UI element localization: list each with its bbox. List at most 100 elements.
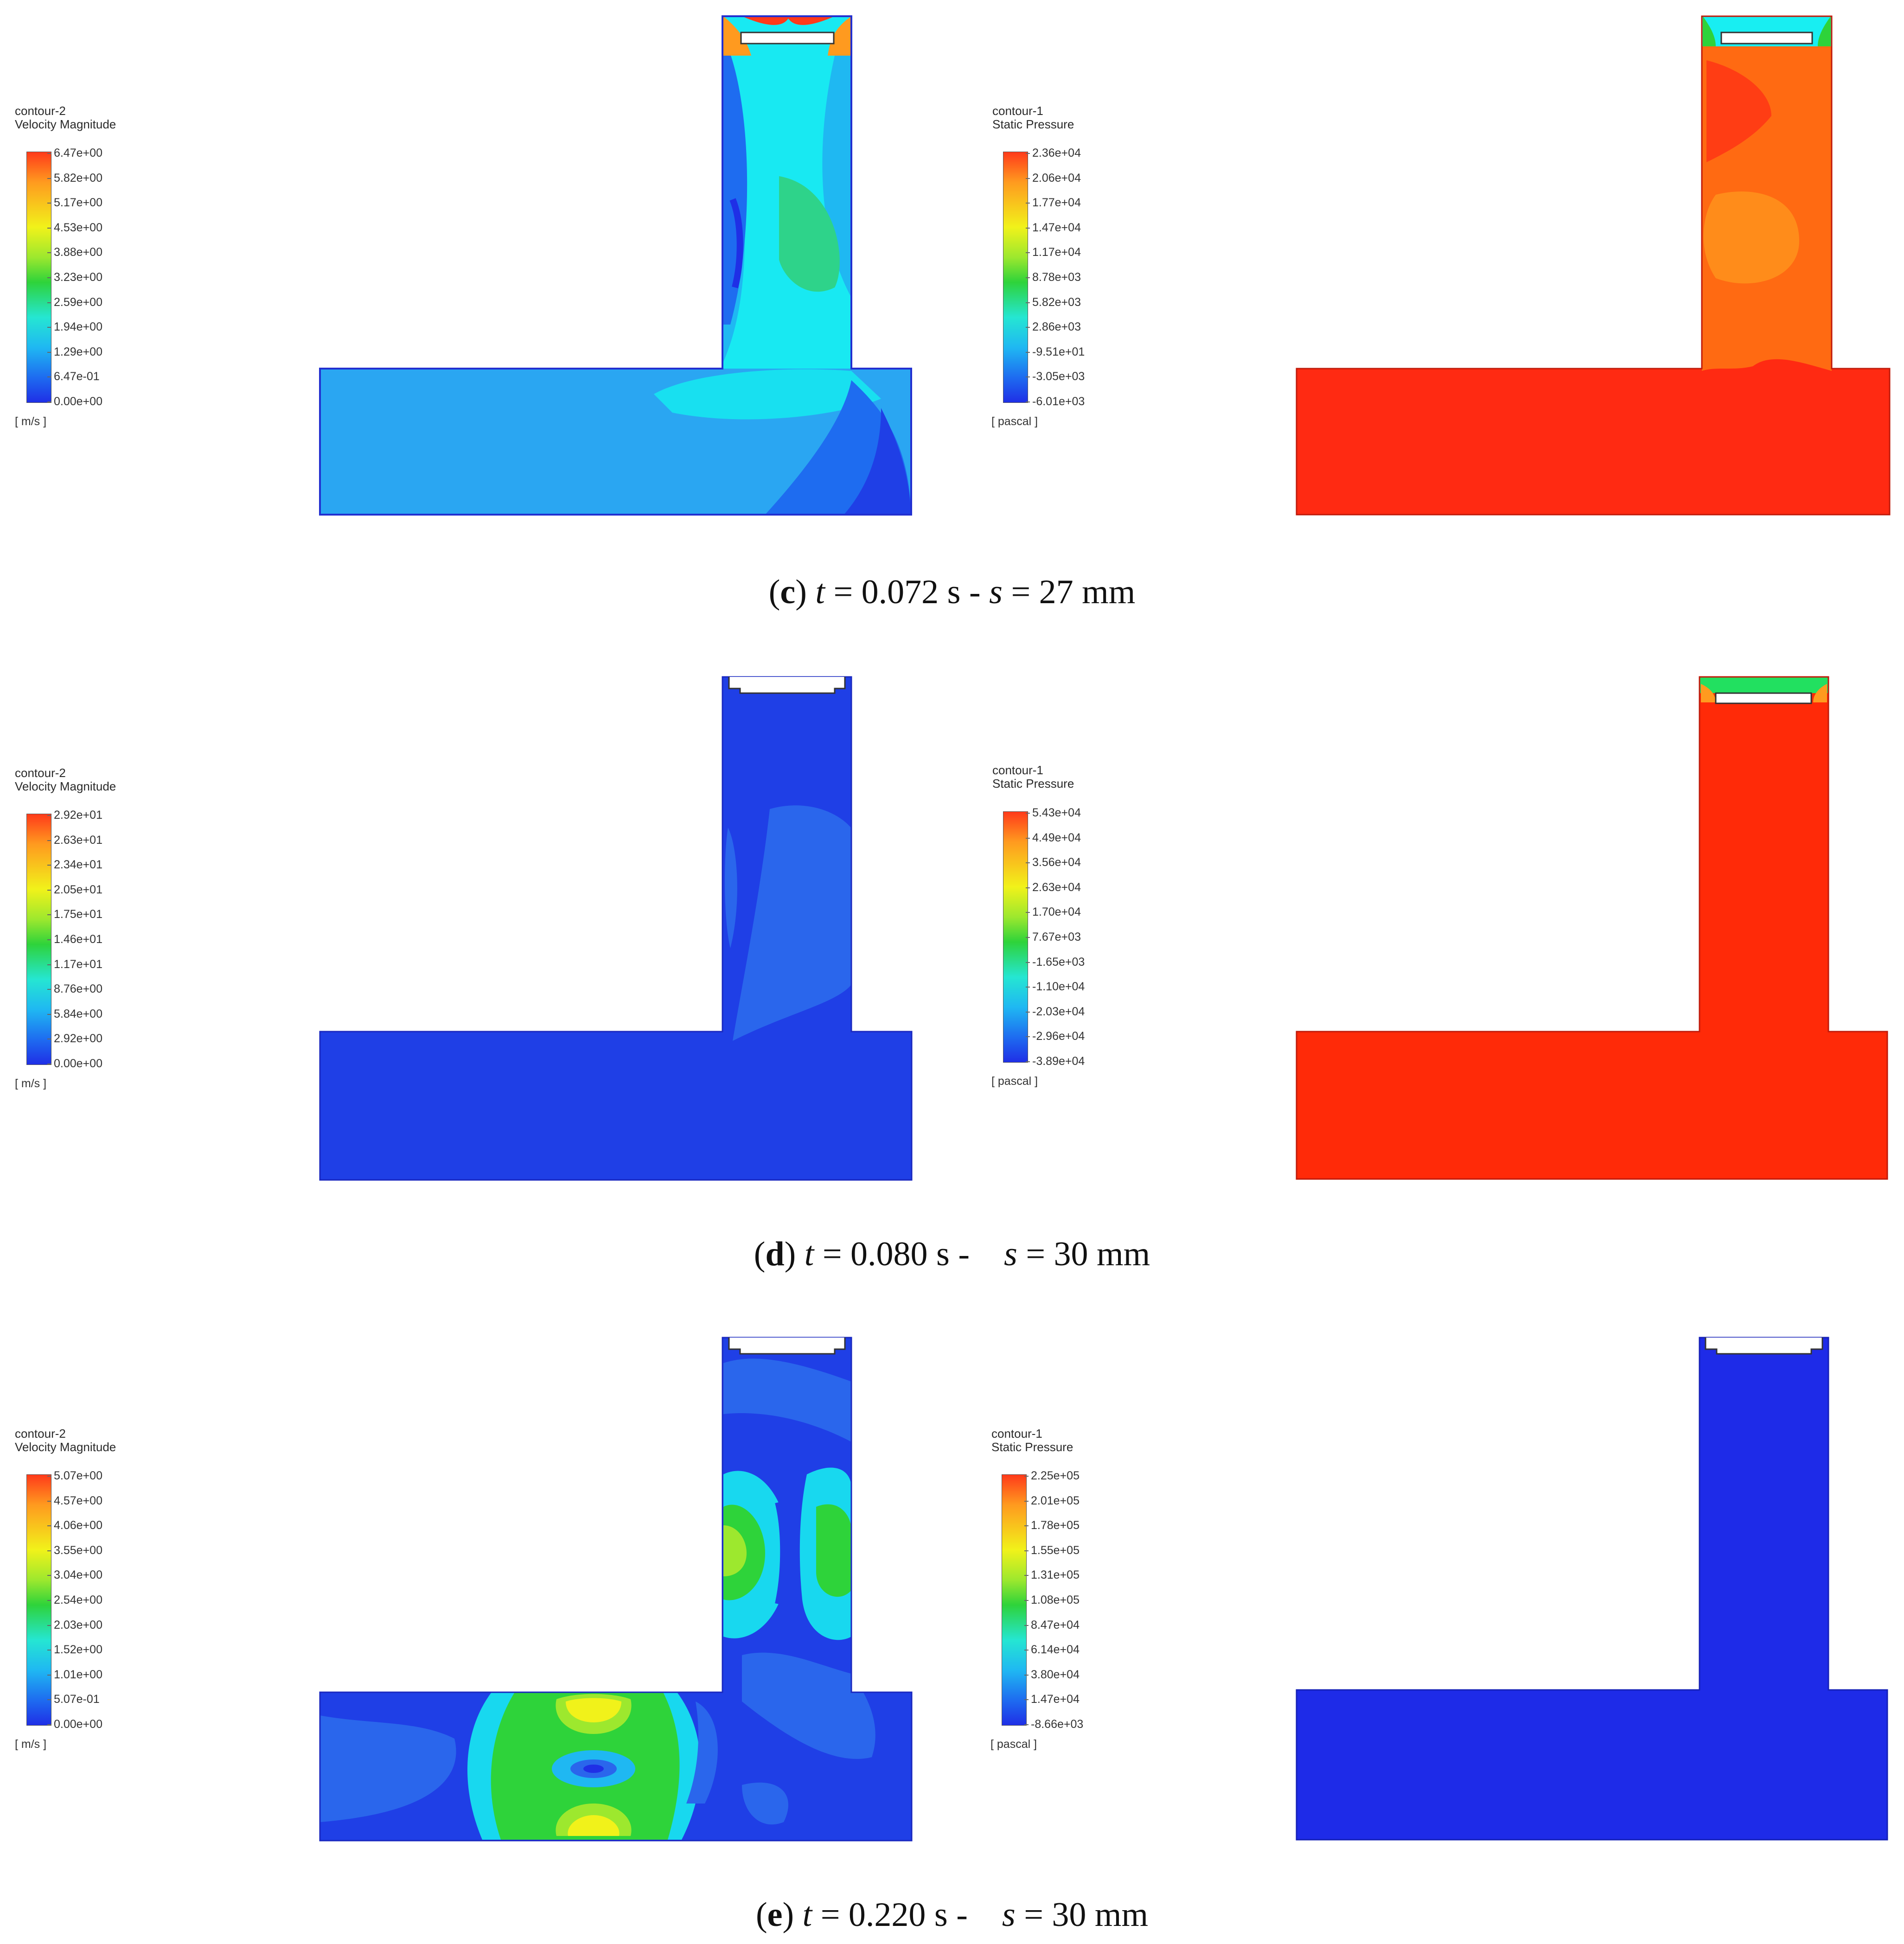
colorbar-tick-mark — [47, 1476, 51, 1477]
colorbar-tick-mark — [1026, 277, 1030, 278]
colorbar-tick-mark — [1026, 252, 1030, 254]
colorbar-tick-mark — [1026, 351, 1030, 353]
colorbar-tick-mark — [1026, 203, 1030, 204]
colorbar-tick-label: 1.78e+05 — [1031, 1519, 1080, 1532]
colorbar-tick-label: 1.01e+00 — [54, 1668, 102, 1681]
colorbar-tick-label: 2.34e+01 — [54, 858, 102, 872]
colorbar-tick-mark — [1024, 1476, 1029, 1477]
colorbar-tick-mark — [1024, 1674, 1029, 1676]
colorbar-tick-label: 1.31e+05 — [1031, 1568, 1080, 1582]
colorbar-tick-mark — [47, 1550, 51, 1551]
colorbar-tick-mark — [1024, 1575, 1029, 1576]
colorbar-tick-label: 2.03e+00 — [54, 1618, 102, 1632]
colorbar-tick-label: 5.84e+00 — [54, 1007, 102, 1020]
pressure-unit-e: [ pascal ] — [990, 1738, 1037, 1751]
colorbar-tick-label: 0.00e+00 — [54, 1718, 102, 1731]
colorbar-tick-mark — [1024, 1699, 1029, 1701]
colorbar-tick-mark — [47, 351, 51, 353]
colorbar-tick-mark — [1026, 227, 1030, 229]
colorbar-tick-label: 3.23e+00 — [54, 271, 102, 284]
colorbar-tick-mark — [1026, 1011, 1030, 1013]
velocity-contour-d — [320, 677, 912, 1180]
colorbar-tick-label: 1.47e+04 — [1032, 221, 1081, 234]
colorbar-tick-label: 1.08e+05 — [1031, 1593, 1080, 1606]
colorbar-tick-label: 5.82e+00 — [54, 171, 102, 185]
colorbar-tick-mark — [1024, 1550, 1029, 1551]
colorbar-tick-mark — [1026, 376, 1030, 378]
velocity-legend-title-d: contour-2 Velocity Magnitude — [15, 766, 116, 793]
colorbar-tick-label: 6.47e+00 — [54, 147, 102, 159]
colorbar-tick-mark — [47, 1525, 51, 1527]
colorbar-tick-mark — [47, 889, 51, 891]
colorbar-tick-mark — [1024, 1500, 1029, 1502]
panel-c-plots — [319, 15, 1891, 516]
colorbar-tick-mark — [1026, 1061, 1030, 1062]
colorbar-tick-label: 1.70e+04 — [1032, 905, 1081, 919]
colorbar-tick-label: 2.05e+01 — [54, 883, 102, 896]
pressure-colorbar-e — [1002, 1474, 1027, 1726]
colorbar-tick-mark — [47, 914, 51, 916]
colorbar-tick-label: 7.67e+03 — [1032, 931, 1081, 943]
colorbar-tick-mark — [47, 1699, 51, 1701]
colorbar-tick-mark — [47, 939, 51, 940]
pipe-outline-pressure-c — [1296, 15, 1891, 516]
pipe-outline-velocity-c — [319, 15, 912, 516]
velocity-unit-c: [ m/s ] — [15, 415, 47, 428]
colorbar-tick-label: 2.92e+01 — [54, 809, 102, 822]
colorbar-tick-mark — [1026, 153, 1030, 154]
panel-d-plots — [319, 676, 1888, 1181]
colorbar-tick-mark — [1026, 912, 1030, 913]
colorbar-tick-label: 2.54e+00 — [54, 1593, 102, 1606]
colorbar-tick-mark — [47, 252, 51, 254]
colorbar-tick-mark — [1026, 302, 1030, 303]
pressure-legend-title-c: contour-1 Static Pressure — [992, 104, 1074, 131]
colorbar-tick-label: 3.04e+00 — [54, 1568, 102, 1582]
colorbar-tick-label: 3.80e+04 — [1031, 1668, 1080, 1681]
colorbar-tick-label: 3.55e+00 — [54, 1543, 102, 1557]
velocity-legend-title-c: contour-2 Velocity Magnitude — [15, 104, 116, 131]
colorbar-tick-mark — [47, 277, 51, 278]
colorbar-tick-mark — [47, 376, 51, 378]
colorbar-tick-label: 1.77e+04 — [1032, 196, 1081, 210]
colorbar-tick-mark — [47, 1625, 51, 1626]
pipe-outline-pressure-d — [1296, 676, 1888, 1180]
colorbar-tick-label: 3.56e+04 — [1032, 856, 1081, 869]
colorbar-tick-label: 1.17e+01 — [54, 957, 102, 971]
pressure-unit-d: [ pascal ] — [991, 1075, 1038, 1088]
piston-velocity-c — [740, 32, 835, 45]
colorbar-tick-mark — [47, 964, 51, 965]
colorbar-tick-label: 5.82e+03 — [1032, 295, 1081, 309]
piston-pressure-e — [1705, 1338, 1823, 1355]
colorbar-tick-label: -9.51e+01 — [1032, 345, 1085, 358]
colorbar-tick-mark — [1026, 178, 1030, 179]
colorbar-tick-label: 1.46e+01 — [54, 933, 102, 946]
colorbar-tick-mark — [47, 327, 51, 328]
velocity-contour-c — [320, 16, 911, 515]
colorbar-tick-mark — [1026, 837, 1030, 839]
colorbar-tick-mark — [47, 815, 51, 816]
colorbar-tick-label: 5.43e+04 — [1032, 806, 1081, 819]
colorbar-tick-label: 1.47e+04 — [1031, 1693, 1080, 1706]
colorbar-tick-label: -2.96e+04 — [1032, 1030, 1085, 1043]
velocity-contour-e — [320, 1338, 912, 1841]
colorbar-tick-label: 4.49e+04 — [1032, 831, 1081, 844]
colorbar-tick-mark — [1026, 813, 1030, 814]
colorbar-tick-label: 5.07e-01 — [54, 1693, 100, 1706]
colorbar-tick-label: 2.06e+04 — [1032, 171, 1081, 185]
colorbar-tick-label: 2.25e+05 — [1031, 1469, 1080, 1482]
colorbar-tick-label: 5.17e+00 — [54, 196, 102, 210]
colorbar-tick-label: 1.55e+05 — [1031, 1543, 1080, 1557]
colorbar-tick-label: 2.86e+03 — [1032, 320, 1081, 334]
colorbar-tick-mark — [47, 203, 51, 204]
colorbar-tick-label: 2.63e+01 — [54, 833, 102, 847]
panel-c: contour-2 Velocity Magnitude [ m/s ] cont… — [0, 0, 1904, 661]
caption-c: (c) t = 0.072 s - s = 27 mm — [768, 573, 1136, 611]
colorbar-tick-mark — [1024, 1650, 1029, 1651]
colorbar-tick-label: 5.07e+00 — [54, 1469, 102, 1482]
colorbar-tick-label: 0.00e+00 — [54, 395, 102, 408]
piston-velocity-e — [728, 1338, 846, 1355]
colorbar-tick-mark — [47, 1013, 51, 1015]
colorbar-tick-label: 1.75e+01 — [54, 908, 102, 921]
colorbar-tick-mark — [1026, 887, 1030, 888]
colorbar-tick-label: 8.78e+03 — [1032, 271, 1081, 284]
